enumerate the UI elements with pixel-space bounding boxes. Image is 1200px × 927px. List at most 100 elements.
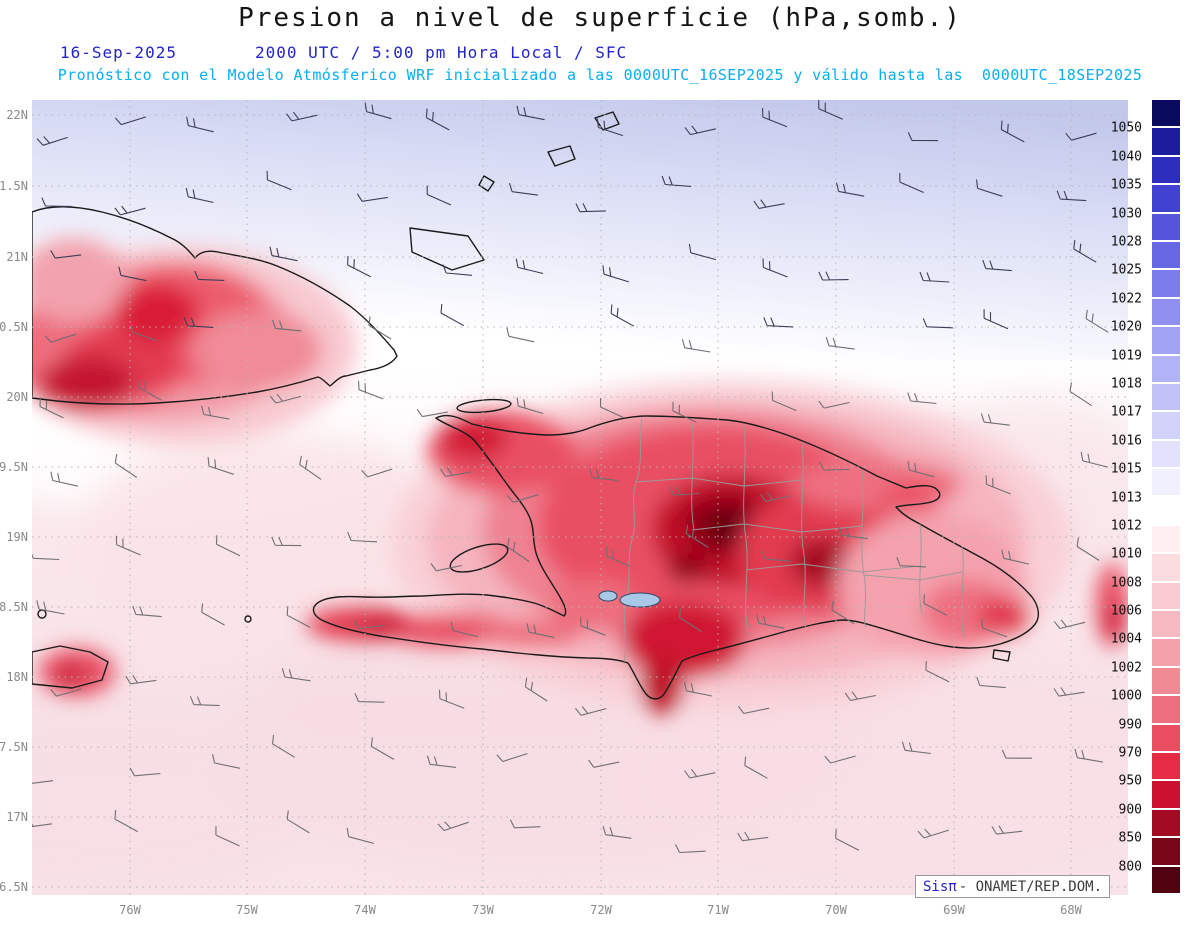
wind-barb xyxy=(36,136,68,146)
wind-barb xyxy=(440,303,465,327)
colorbar-label: 1002 xyxy=(1110,660,1142,676)
wind-barb xyxy=(194,270,225,281)
wind-barb xyxy=(678,608,702,632)
wind-barb xyxy=(1001,749,1033,759)
wind-barb xyxy=(1001,549,1030,565)
wind-barb xyxy=(132,605,162,618)
wind-barb xyxy=(991,825,1023,835)
wind-barb xyxy=(982,259,1012,272)
colorbar-label: 1016 xyxy=(1110,433,1142,449)
wind-barb xyxy=(125,674,157,685)
colorbar-label: 1018 xyxy=(1110,376,1142,392)
wind-barb xyxy=(1056,190,1087,202)
wind-barb xyxy=(425,108,450,131)
wind-barb xyxy=(901,741,931,755)
wind-barb xyxy=(32,553,60,561)
colorbar-segment xyxy=(1152,355,1180,382)
colorbar-segment xyxy=(1152,611,1180,638)
colorbar-label: 1000 xyxy=(1110,688,1142,704)
wind-barb xyxy=(1065,132,1097,141)
wind-barb xyxy=(683,681,713,697)
wind-barb xyxy=(761,550,791,562)
colorbar-segment xyxy=(1152,696,1180,723)
wind-barb xyxy=(844,691,877,701)
wind-barb xyxy=(439,467,472,478)
lakes xyxy=(598,590,661,608)
wind-barb xyxy=(347,255,372,278)
wind-barb xyxy=(575,203,606,213)
lon-label: 75W xyxy=(236,903,258,917)
wind-barb xyxy=(917,828,949,839)
lat-label: 8.5N xyxy=(0,600,28,614)
lat-label: 22N xyxy=(6,108,28,122)
colorbar-segment xyxy=(1152,809,1180,837)
wind-barb xyxy=(426,185,452,206)
wind-barb xyxy=(426,755,456,768)
wind-barb xyxy=(599,397,625,419)
wind-barb xyxy=(41,197,72,207)
wind-barb xyxy=(185,187,214,204)
wind-barb xyxy=(507,537,530,562)
wind-barb xyxy=(347,531,378,543)
wind-barb xyxy=(596,118,624,137)
wind-barb xyxy=(442,264,473,276)
wind-barb xyxy=(346,827,374,844)
colorbar-label: 1028 xyxy=(1110,234,1142,250)
wind-barb xyxy=(114,116,147,126)
lat-label: 1.5N xyxy=(0,179,28,193)
colorbar-segment xyxy=(1152,582,1180,610)
colorbar-segment xyxy=(1152,866,1180,893)
wind-barb xyxy=(516,397,544,415)
colorbar-segment xyxy=(1152,270,1180,297)
colorbar-segment xyxy=(1152,554,1180,581)
wind-barb xyxy=(983,309,1009,330)
lat-label: 17N xyxy=(6,810,28,824)
wind-barb xyxy=(416,408,448,418)
wind-barb xyxy=(985,475,1011,495)
wind-barb xyxy=(286,810,310,834)
colorbar-segment xyxy=(1152,440,1180,468)
wind-barb xyxy=(526,623,555,639)
saona-island xyxy=(992,649,1011,662)
wind-barb xyxy=(271,734,295,758)
wind-barb xyxy=(1073,240,1097,263)
wind-barb xyxy=(1085,309,1109,333)
wind-barb xyxy=(509,819,541,829)
colorbar-label: 1006 xyxy=(1110,603,1142,619)
wind-barb xyxy=(925,661,950,683)
wind-barb xyxy=(976,179,1003,197)
wind-barb xyxy=(201,405,230,420)
wind-barb xyxy=(115,535,141,556)
colorbar-label: 1008 xyxy=(1110,575,1142,591)
wind-barb xyxy=(506,494,539,503)
wind-barb xyxy=(818,271,849,281)
small-cay xyxy=(478,175,495,192)
colorbar-segment xyxy=(1152,497,1180,524)
lon-label: 68W xyxy=(1060,903,1082,917)
colorbar-segment xyxy=(1152,525,1180,553)
colorbar-segment xyxy=(1152,298,1180,326)
wind-barb xyxy=(761,108,788,128)
colorbar-segment xyxy=(1152,753,1180,780)
colorbar-segment xyxy=(1152,185,1180,212)
colorbar-segment xyxy=(1152,639,1180,666)
great-inagua-island xyxy=(409,227,485,271)
wind-barb xyxy=(825,336,855,350)
colorbar-segment xyxy=(1152,724,1180,752)
wind-barb xyxy=(919,271,950,283)
wind-barb xyxy=(269,246,298,262)
wind-barb xyxy=(838,526,868,540)
wind-barb xyxy=(1053,687,1085,697)
wind-barb xyxy=(271,536,302,547)
wind-barb xyxy=(763,317,794,328)
wind-barb xyxy=(201,603,225,626)
wind-barb xyxy=(737,831,769,842)
wind-barb xyxy=(118,266,147,282)
wind-barb xyxy=(39,397,64,419)
wind-barb xyxy=(357,380,384,400)
wind-barb xyxy=(114,810,138,833)
forecast-date: 16-Sep-2025 xyxy=(60,43,177,62)
wind-barb xyxy=(744,756,768,779)
colorbar-label: 900 xyxy=(1118,802,1142,818)
wind-barb xyxy=(1053,619,1086,630)
